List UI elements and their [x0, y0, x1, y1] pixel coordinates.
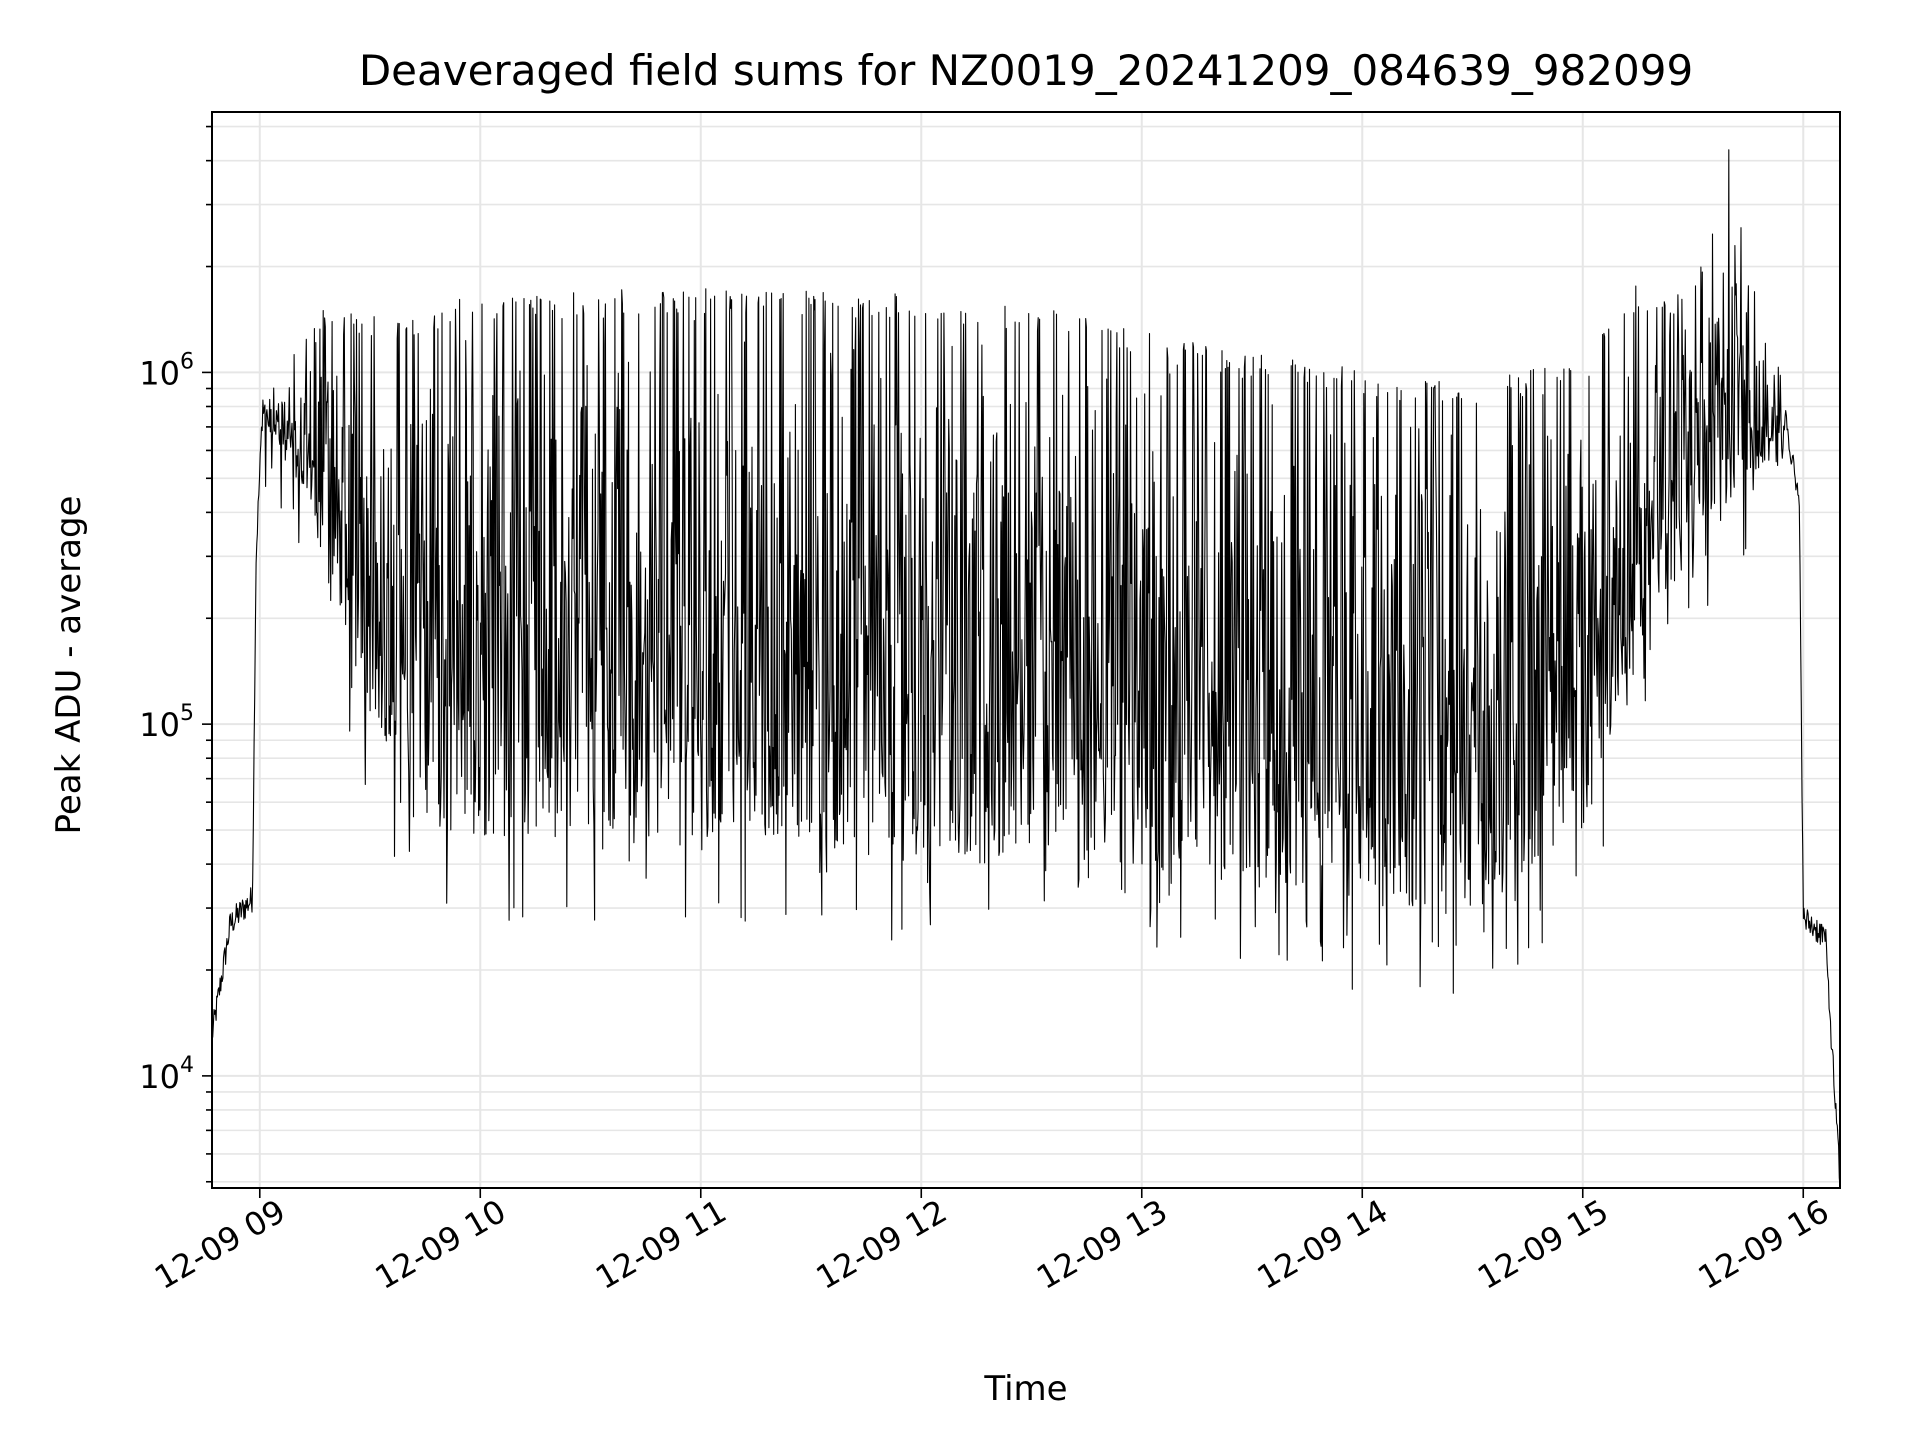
y-axis-label: Peak ADU - average [49, 496, 89, 835]
y-tick-label: 105 [139, 701, 194, 744]
chart-title: Deaveraged field sums for NZ0019_2024120… [359, 46, 1693, 95]
plot-frame [211, 111, 1841, 1189]
y-tick-label-exponent: 5 [180, 701, 194, 726]
y-tick-label-exponent: 6 [180, 349, 194, 374]
x-axis-label: Time [983, 1369, 1067, 1409]
y-tick-label-base: 10 [139, 1058, 180, 1096]
y-tick-label: 104 [139, 1053, 194, 1096]
y-tick-label-base: 10 [139, 706, 180, 744]
y-tick-label: 106 [139, 349, 194, 392]
series-line [211, 149, 1841, 1188]
data-layer [211, 149, 1841, 1188]
y-tick-label-base: 10 [139, 354, 180, 392]
y-tick-label-exponent: 4 [180, 1053, 194, 1078]
